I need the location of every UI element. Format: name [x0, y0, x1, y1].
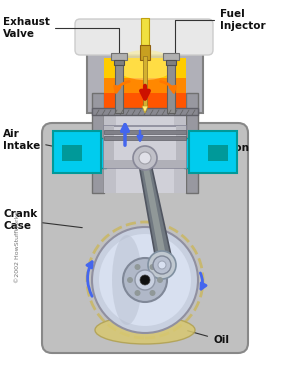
Bar — [104, 58, 186, 78]
Text: Oil: Oil — [188, 331, 229, 345]
Circle shape — [150, 290, 155, 296]
Text: Crank
Case: Crank Case — [3, 209, 82, 231]
Circle shape — [135, 264, 140, 270]
Bar — [167, 58, 175, 113]
Bar — [184, 138, 198, 168]
Circle shape — [157, 277, 163, 283]
Bar — [92, 108, 198, 115]
Circle shape — [135, 270, 155, 290]
Ellipse shape — [115, 50, 175, 80]
Bar — [104, 93, 116, 193]
Circle shape — [123, 258, 167, 302]
Bar — [111, 53, 127, 60]
Circle shape — [150, 264, 155, 270]
Bar — [62, 145, 82, 161]
Bar — [92, 138, 106, 168]
Polygon shape — [142, 106, 148, 113]
Bar — [166, 60, 176, 65]
Text: Piston: Piston — [189, 143, 249, 153]
FancyBboxPatch shape — [75, 19, 213, 55]
Bar — [143, 56, 147, 106]
Text: Air
Intake: Air Intake — [3, 129, 89, 153]
Bar — [104, 58, 186, 93]
Bar — [115, 58, 123, 113]
Bar — [104, 160, 186, 168]
Bar — [104, 126, 114, 168]
Polygon shape — [142, 163, 167, 261]
Bar — [92, 93, 104, 193]
Circle shape — [99, 234, 191, 326]
Bar — [87, 53, 203, 113]
Bar — [141, 18, 149, 50]
Bar — [208, 145, 228, 161]
Circle shape — [153, 256, 171, 274]
Ellipse shape — [112, 235, 142, 325]
Circle shape — [155, 258, 169, 272]
FancyBboxPatch shape — [42, 123, 248, 353]
Bar — [174, 93, 186, 193]
Circle shape — [148, 251, 176, 279]
Text: Exhaust
Valve: Exhaust Valve — [3, 17, 119, 55]
Circle shape — [140, 275, 150, 285]
Bar — [104, 126, 186, 168]
Circle shape — [133, 146, 157, 170]
Bar — [176, 126, 186, 168]
Bar — [163, 53, 179, 60]
Circle shape — [139, 152, 151, 164]
Text: ©2002 HowStuffWorks: ©2002 HowStuffWorks — [15, 211, 21, 283]
Bar — [189, 131, 237, 173]
Circle shape — [135, 290, 140, 296]
Bar — [104, 130, 186, 134]
Bar — [104, 136, 186, 140]
Bar — [140, 45, 150, 60]
Circle shape — [92, 227, 198, 333]
Ellipse shape — [95, 316, 195, 344]
Circle shape — [127, 277, 133, 283]
Bar — [114, 60, 124, 65]
Polygon shape — [139, 164, 172, 260]
Bar — [186, 93, 198, 193]
Text: Fuel
Injector: Fuel Injector — [175, 9, 266, 53]
Circle shape — [158, 261, 166, 269]
Polygon shape — [150, 260, 167, 275]
Bar — [53, 131, 101, 173]
Bar — [104, 58, 186, 113]
Bar — [104, 93, 186, 193]
